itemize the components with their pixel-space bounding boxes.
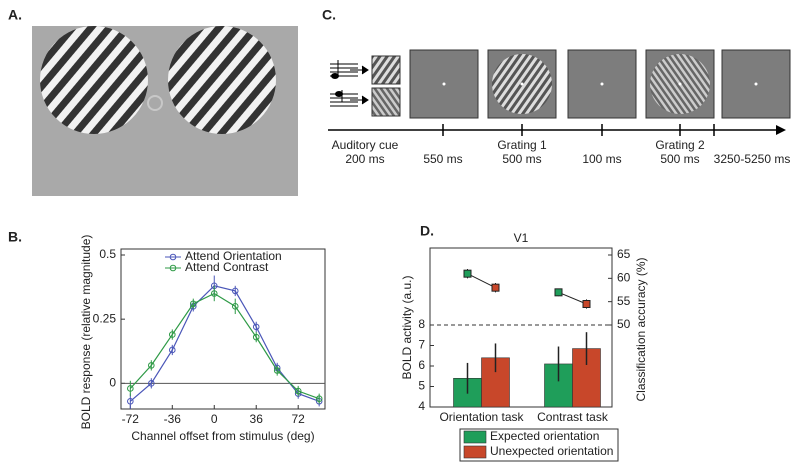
marker [252,323,260,331]
panel-label: C. [322,7,336,23]
marker [189,300,197,308]
event-duration: 500 ms [502,152,541,166]
trial-sequence: Auditory cue 200 ms 550 ms Grating 1 500… [328,49,791,166]
legend-label: Expected orientation [490,429,599,443]
accuracy-marker [463,269,472,278]
panel-label: B. [8,229,22,245]
marker [127,385,134,392]
stimulus-display [32,26,298,196]
plot-frame [429,247,613,408]
y-tick-label: 6 [418,358,425,372]
marker [210,290,218,297]
event-duration: 100 ms [582,152,621,166]
event-duration: 550 ms [423,152,462,166]
marker [231,303,239,310]
y-tick-label: 0 [109,376,116,390]
marker [127,398,134,405]
y2-tick-label: 65 [617,247,631,261]
legend-label: Unexpected orientation [490,444,613,458]
y2-axis-label: Classification accuracy (%) [634,257,648,401]
x-tick-label: -36 [164,412,182,426]
y2-tick-label: 55 [617,294,631,308]
event-duration: 500 ms [660,152,699,166]
y-axis-label: BOLD activity (a.u.) [400,275,414,379]
y-tick-label: 5 [418,379,425,393]
marker [252,333,260,341]
y-axis-label: BOLD response (relative magnitude) [79,235,93,430]
accuracy-marker [491,283,500,292]
y2-tick-label: 50 [617,317,631,331]
marker [294,387,302,395]
marker [168,331,176,338]
legend-box [459,428,619,462]
chart-title: V1 [514,231,529,245]
event-duration: 200 ms [345,152,384,166]
event-duration: 3250-5250 ms [714,152,791,166]
x-tick-label: 0 [211,412,218,426]
y-tick-label: 0.25 [93,311,117,325]
marker [315,395,323,403]
panel-label: D. [420,223,434,239]
legend-marker [169,253,177,261]
marker [231,287,239,295]
accuracy-link [467,273,496,289]
accuracy-link [558,291,587,305]
y-tick-label: 0.5 [99,247,116,261]
legend-label: Attend Contrast [185,260,269,274]
series-line [129,292,320,400]
event-label: Grating 1 [497,138,547,152]
x-axis-label: Channel offset from stimulus (deg) [131,429,314,443]
x-tick-label: Contrast task [537,410,609,424]
y-tick-label: 4 [418,399,425,413]
y2-tick-label: 60 [617,271,631,285]
legend-marker [169,264,177,272]
legend-swatch [463,445,487,459]
legend-swatch [463,430,487,444]
accuracy-marker [582,300,591,308]
x-tick-label: 36 [250,412,264,426]
x-tick-label: 72 [292,412,306,426]
panel-label: A. [8,7,22,23]
legend-label: Attend Orientation [185,249,282,263]
event-label: Grating 2 [655,138,705,152]
y-tick-label: 7 [418,338,425,352]
marker [273,367,281,374]
marker [148,362,155,369]
event-label: Auditory cue [332,138,399,152]
bar [572,348,601,408]
accuracy-marker [554,288,563,297]
x-tick-label: -72 [122,412,140,426]
y-tick-label: 8 [418,317,425,331]
plot-frame [120,248,326,410]
x-tick-label: Orientation task [439,410,524,424]
marker [168,346,176,354]
marker [148,380,155,387]
